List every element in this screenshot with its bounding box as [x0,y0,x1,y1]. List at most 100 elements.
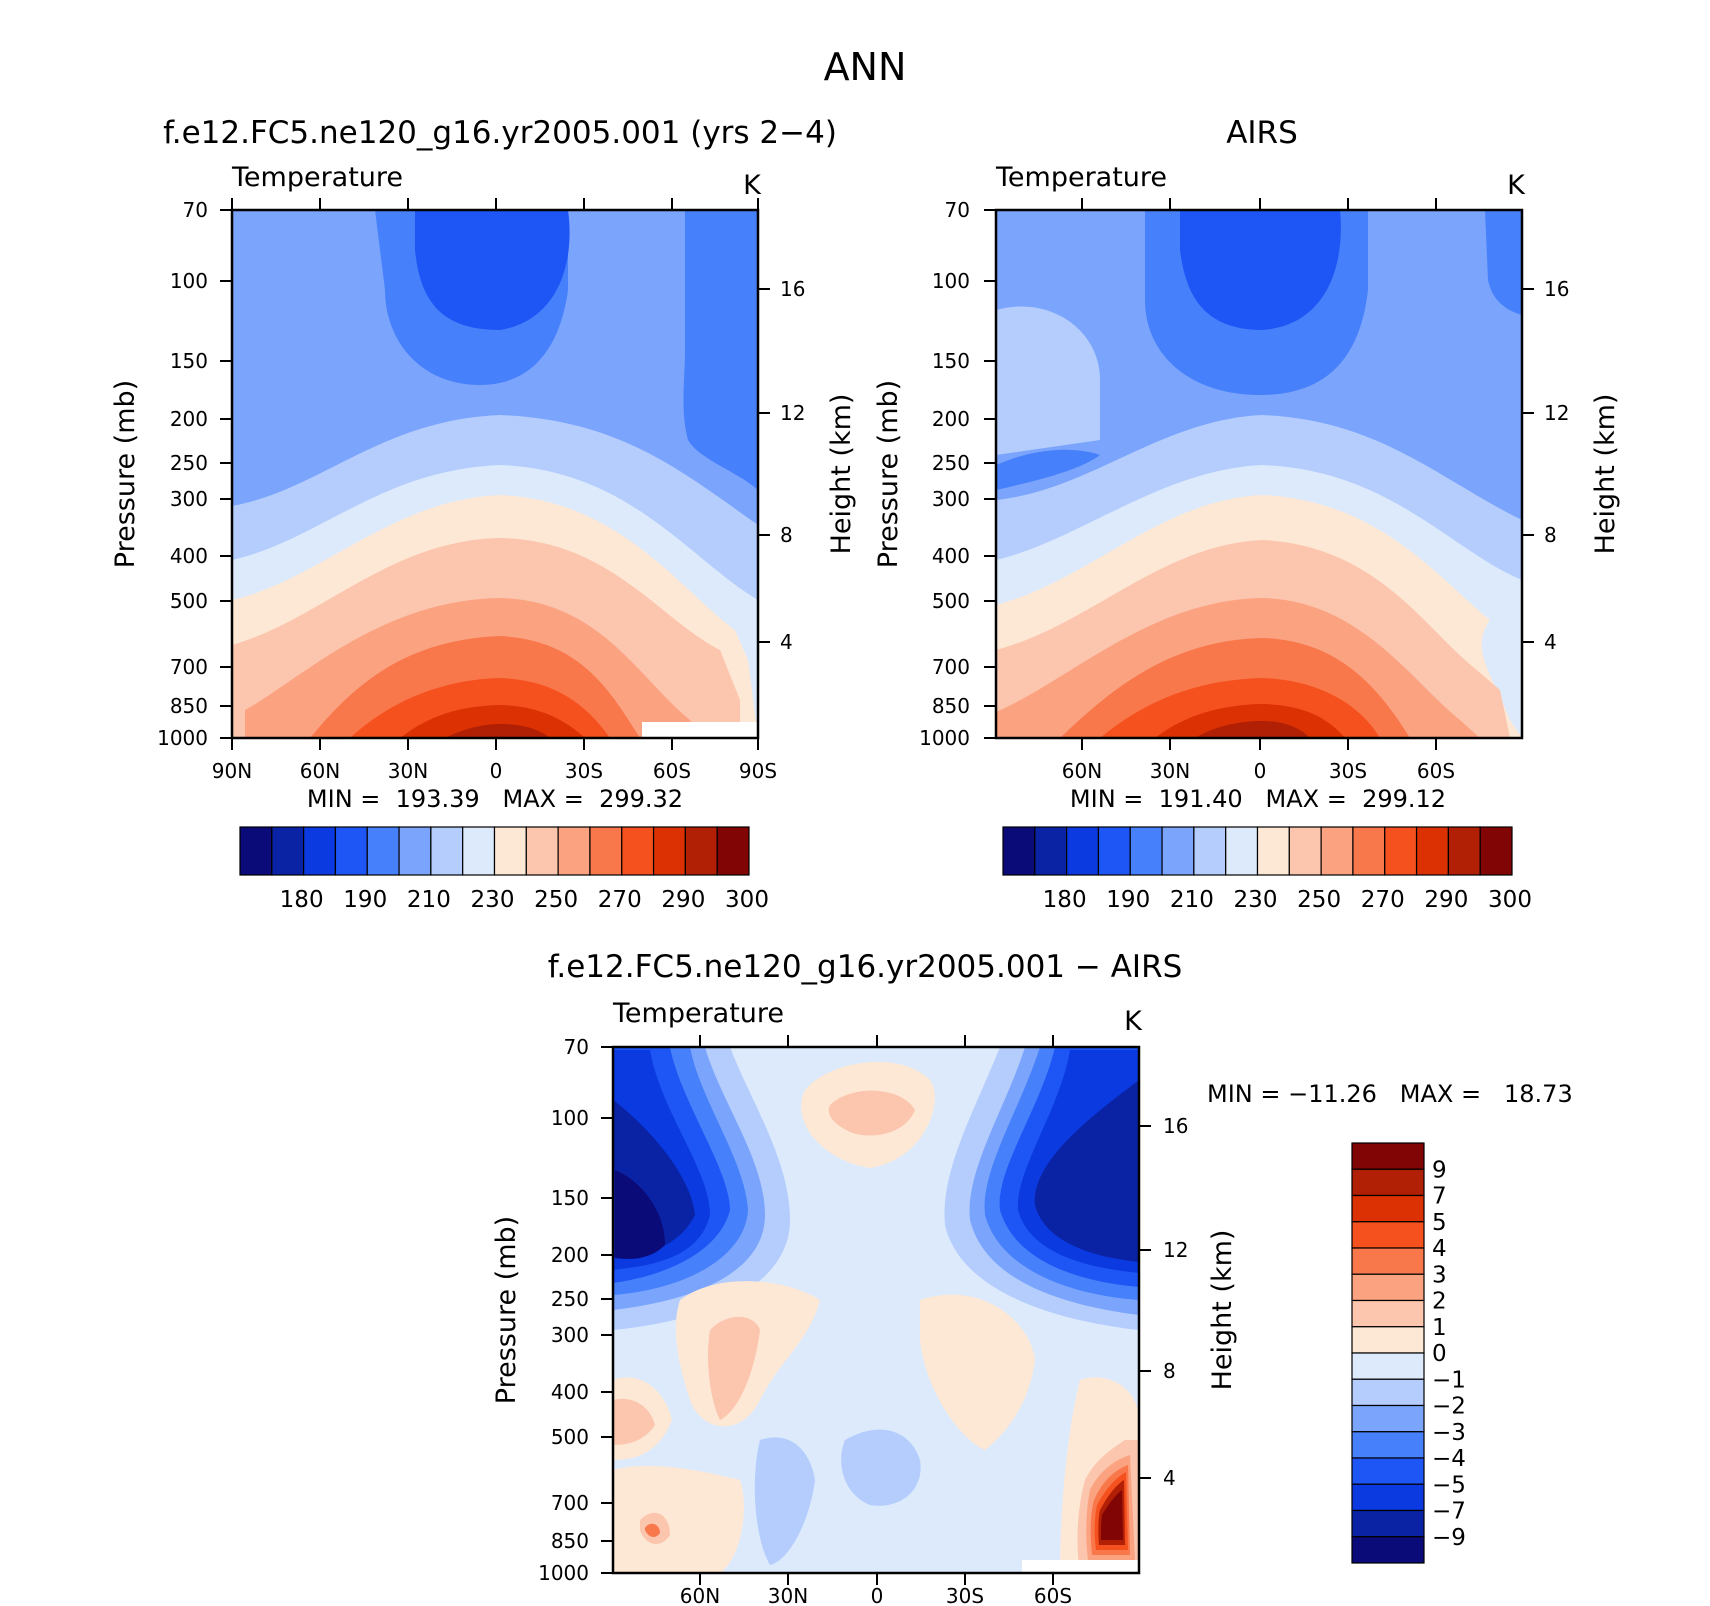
y-axis-label-right: Height (km) [1207,1230,1238,1391]
colorbar-swatch [462,826,496,876]
colorbar-label: 270 [598,887,642,913]
panel-title: AIRS [1226,115,1298,151]
y-tick-label: 200 [170,407,208,431]
colorbar-swatch [1351,1326,1425,1354]
x-tick-label: 60N [300,759,340,783]
colorbar-label: 190 [1106,887,1150,913]
left-string: Temperature [231,162,403,193]
x-tick-label: 0 [871,1584,884,1606]
y-tick-label: 500 [170,589,208,613]
height-tick-label: 4 [780,630,793,654]
colorbar-label: 190 [343,887,387,913]
x-tick-label: 30S [1329,759,1367,783]
min-max-stats: MIN = 193.39 MAX = 299.32 [307,785,683,813]
y-tick-label: 300 [551,1323,589,1347]
colorbar-swatch [589,826,623,876]
colorbar-label: 270 [1361,887,1405,913]
colorbar-label: 210 [407,887,451,913]
colorbar-swatch [430,826,464,876]
colorbar-swatch [1351,1483,1425,1512]
colorbar-swatch [1351,1457,1425,1485]
y-tick-label: 400 [932,544,970,568]
height-tick-label: 12 [780,401,805,425]
colorbar-swatch [1097,826,1131,876]
colorbar-label: 300 [1488,887,1532,913]
colorbar-swatch [1351,1247,1425,1275]
x-tick-label: 30N [768,1584,808,1606]
y-ticks [984,209,1534,739]
x-tick-label: 0 [1254,759,1267,783]
colorbar: 180 190 210 230 250 270 290 300 [239,826,769,913]
colorbar-label: 290 [661,887,705,913]
colorbar-swatch [1351,1509,1425,1538]
colorbar-swatch [1351,1536,1425,1564]
colorbar-swatch [1351,1352,1425,1380]
colorbar-swatch [716,826,750,876]
y-tick-label: 400 [551,1380,589,1404]
y-tick-label: 250 [170,451,208,475]
height-tick-label: 8 [1163,1359,1176,1383]
colorbar-label: −2 [1432,1394,1466,1420]
right-string: K [743,170,762,201]
y-axis-label-right: Height (km) [1590,394,1621,555]
colorbar-swatch [557,826,591,876]
colorbar-label: 7 [1432,1184,1447,1210]
height-tick-label: 4 [1163,1466,1176,1490]
colorbar-swatch [334,826,368,876]
height-tick-label: 12 [1544,401,1569,425]
height-tick-label: 16 [1163,1114,1188,1138]
right-string: K [1507,170,1526,201]
y-tick-label: 700 [932,655,970,679]
colorbar-swatch [1351,1404,1425,1433]
y-axis-label: Pressure (mb) [110,380,141,568]
right-string: K [1124,1006,1143,1037]
y-tick-label: 250 [932,451,970,475]
y-tick-label: 150 [551,1186,589,1210]
colorbar-label: 230 [471,887,515,913]
colorbar-label: 210 [1170,887,1214,913]
x-tick-label: 90N [212,759,252,783]
y-tick-label: 100 [170,269,208,293]
y-tick-label: 850 [170,694,208,718]
colorbar-label: 180 [1043,887,1087,913]
colorbar-swatch [366,826,400,876]
colorbar-swatch [1479,826,1513,876]
x-tick-label: 30S [946,1584,984,1606]
colorbar-swatch [1415,826,1449,876]
colorbar-swatch [398,826,432,876]
colorbar-swatch [621,826,655,876]
height-tick-label: 16 [1544,277,1569,301]
x-tick-label: 60N [1062,759,1102,783]
y-ticks [601,1046,1151,1574]
colorbar-swatch [684,826,718,876]
y-tick-label: 200 [932,407,970,431]
colorbar-swatch [1351,1378,1425,1407]
left-string: Temperature [995,162,1167,193]
colorbar-swatch [1447,826,1481,876]
contour-field [996,210,1522,738]
colorbar-label: 4 [1432,1236,1447,1262]
x-tick-label: 60S [653,759,691,783]
panel-airs: AIRS Temperature K [873,115,1621,913]
y-axis-label-right: Height (km) [826,394,857,555]
figure-title: ANN [824,45,907,89]
colorbar-swatch [1034,826,1068,876]
colorbar-label: 2 [1432,1289,1447,1315]
colorbar-swatch [1225,826,1259,876]
x-ticks [699,1035,1054,1585]
colorbar-swatch [1193,826,1227,876]
panel-title: f.e12.FC5.ne120_g16.yr2005.001 − AIRS [548,949,1183,985]
y-tick-label: 1000 [538,1561,589,1585]
contour-field [613,1047,1139,1573]
colorbar-swatch [1161,826,1195,876]
colorbar-swatch [1352,826,1386,876]
y-tick-label: 300 [932,487,970,511]
colorbar-swatch [1384,826,1418,876]
height-tick-label: 8 [780,523,793,547]
y-tick-label: 70 [564,1035,589,1059]
colorbar-label: −7 [1432,1499,1466,1525]
panel-model: f.e12.FC5.ne120_g16.yr2005.001 (yrs 2−4)… [110,115,857,913]
colorbar-swatch [1129,826,1163,876]
